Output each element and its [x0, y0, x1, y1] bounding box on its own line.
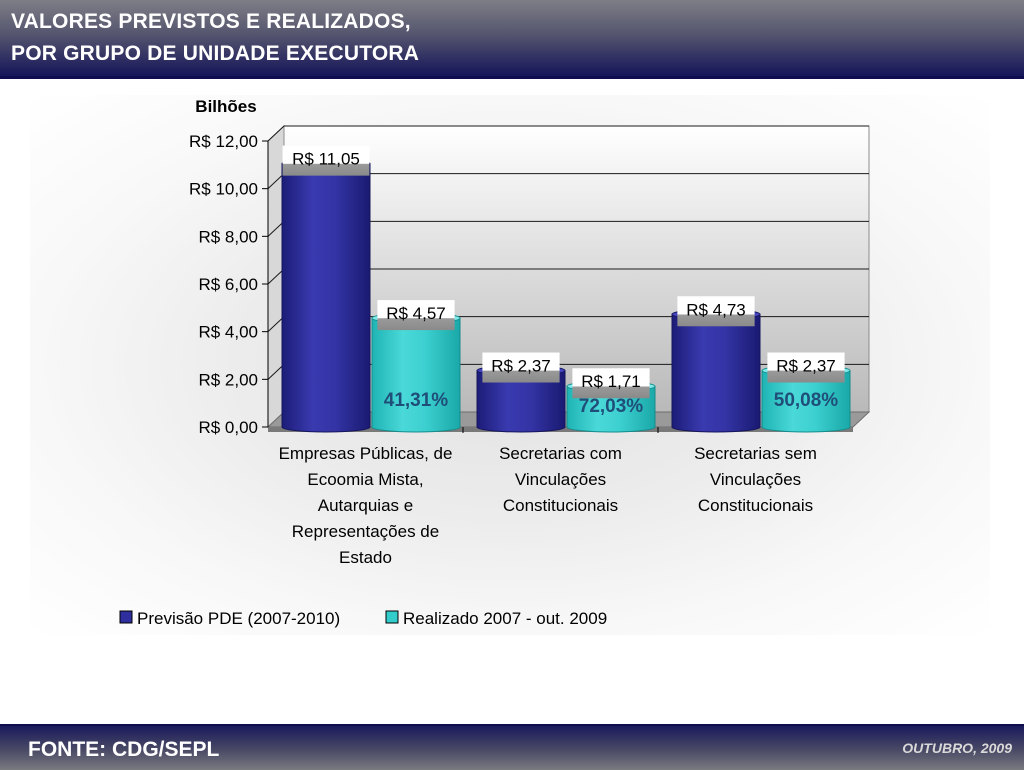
x-category-label: Autarquias e: [318, 496, 413, 515]
y-tick-label: R$ 6,00: [198, 275, 258, 294]
legend-item-previsao: Previsão PDE (2007-2010): [119, 609, 340, 628]
title-line-1: VALORES PREVISTOS E REALIZADOS,: [11, 10, 411, 33]
x-category-label: Secretarias com: [499, 444, 622, 463]
bar-body: [476, 370, 566, 433]
bar-previsao: [671, 308, 761, 433]
source-label: FONTE: CDG/SEPL: [28, 738, 220, 761]
y-axis-title: Bilhões: [195, 97, 256, 116]
footer-bar: FONTE: CDG/SEPL OUTUBRO, 2009: [0, 724, 1024, 770]
y-tick-label: R$ 10,00: [189, 180, 258, 199]
bar-realizado: [371, 312, 461, 433]
bar-body: [671, 313, 761, 433]
y-tick-label: R$ 4,00: [198, 323, 258, 342]
data-label: R$ 4,57: [386, 304, 446, 323]
x-axis-labels: Empresas Públicas, de Ecoomia Mista, Autar…: [279, 427, 817, 567]
x-category-label: Secretarias sem: [694, 444, 817, 463]
bar-previsao: [281, 158, 371, 433]
x-category-label: Estado: [339, 548, 392, 567]
x-category-label: Vinculações: [710, 470, 801, 489]
legend-label: Previsão PDE (2007-2010): [137, 609, 340, 628]
legend-label: Realizado 2007 - out. 2009: [403, 609, 607, 628]
y-tick-label: R$ 2,00: [198, 370, 258, 389]
y-tick-label: R$ 0,00: [198, 418, 258, 437]
data-label-box: [767, 352, 845, 383]
data-label: R$ 2,37: [491, 357, 551, 376]
legend-swatch: [119, 610, 133, 624]
data-label-box: [282, 145, 370, 176]
x-category-label: Ecoomia Mista,: [307, 470, 423, 489]
percentage-label: 41,31%: [384, 390, 449, 411]
bar-body: [371, 317, 461, 433]
data-label: R$ 11,05: [292, 150, 360, 169]
percentage-label: 50,08%: [774, 390, 839, 411]
percentage-label: 72,03%: [579, 396, 644, 417]
data-label: R$ 2,37: [776, 357, 836, 376]
x-category-label: Vinculações: [515, 470, 606, 489]
title-bar: VALORES PREVISTOS E REALIZADOS, POR GRUP…: [0, 0, 1024, 79]
y-axis: R$ 0,00 R$ 2,00 R$ 4,00 R$ 6,00 R$ 8,00 R$ 10…: [189, 97, 269, 437]
data-label-box: [377, 300, 455, 331]
x-category-label: Constitucionais: [503, 496, 618, 515]
data-label-box: [482, 352, 560, 383]
data-label: R$ 4,73: [686, 300, 746, 319]
legend: Previsão PDE (2007-2010) Realizado 2007 -…: [119, 609, 607, 628]
x-category-label: Empresas Públicas, de: [279, 444, 453, 463]
legend-swatch: [385, 610, 399, 624]
x-category-label: Representações de: [292, 522, 439, 541]
bar-body: [281, 163, 371, 433]
x-category-label: Constitucionais: [698, 496, 813, 515]
data-label-box: [677, 296, 755, 327]
data-labels: R$ 11,05 R$ 4,57 41,31% R$ 2,37 R$ 1,71 72,03…: [282, 145, 845, 417]
data-label-box: [572, 368, 650, 399]
bar-chart: R$ 0,00 R$ 2,00 R$ 4,00 R$ 6,00 R$ 8,00 R$ 10…: [119, 97, 871, 628]
title-line-2: POR GRUPO DE UNIDADE EXECUTORA: [11, 42, 420, 65]
legend-item-realizado: Realizado 2007 - out. 2009: [385, 609, 607, 628]
gridline: [267, 125, 869, 142]
y-tick-label: R$ 12,00: [189, 132, 258, 151]
date-label: OUTUBRO, 2009: [902, 740, 1012, 756]
bar-body: [761, 370, 851, 433]
y-tick-label: R$ 8,00: [198, 227, 258, 246]
data-label: R$ 1,71: [581, 372, 641, 391]
